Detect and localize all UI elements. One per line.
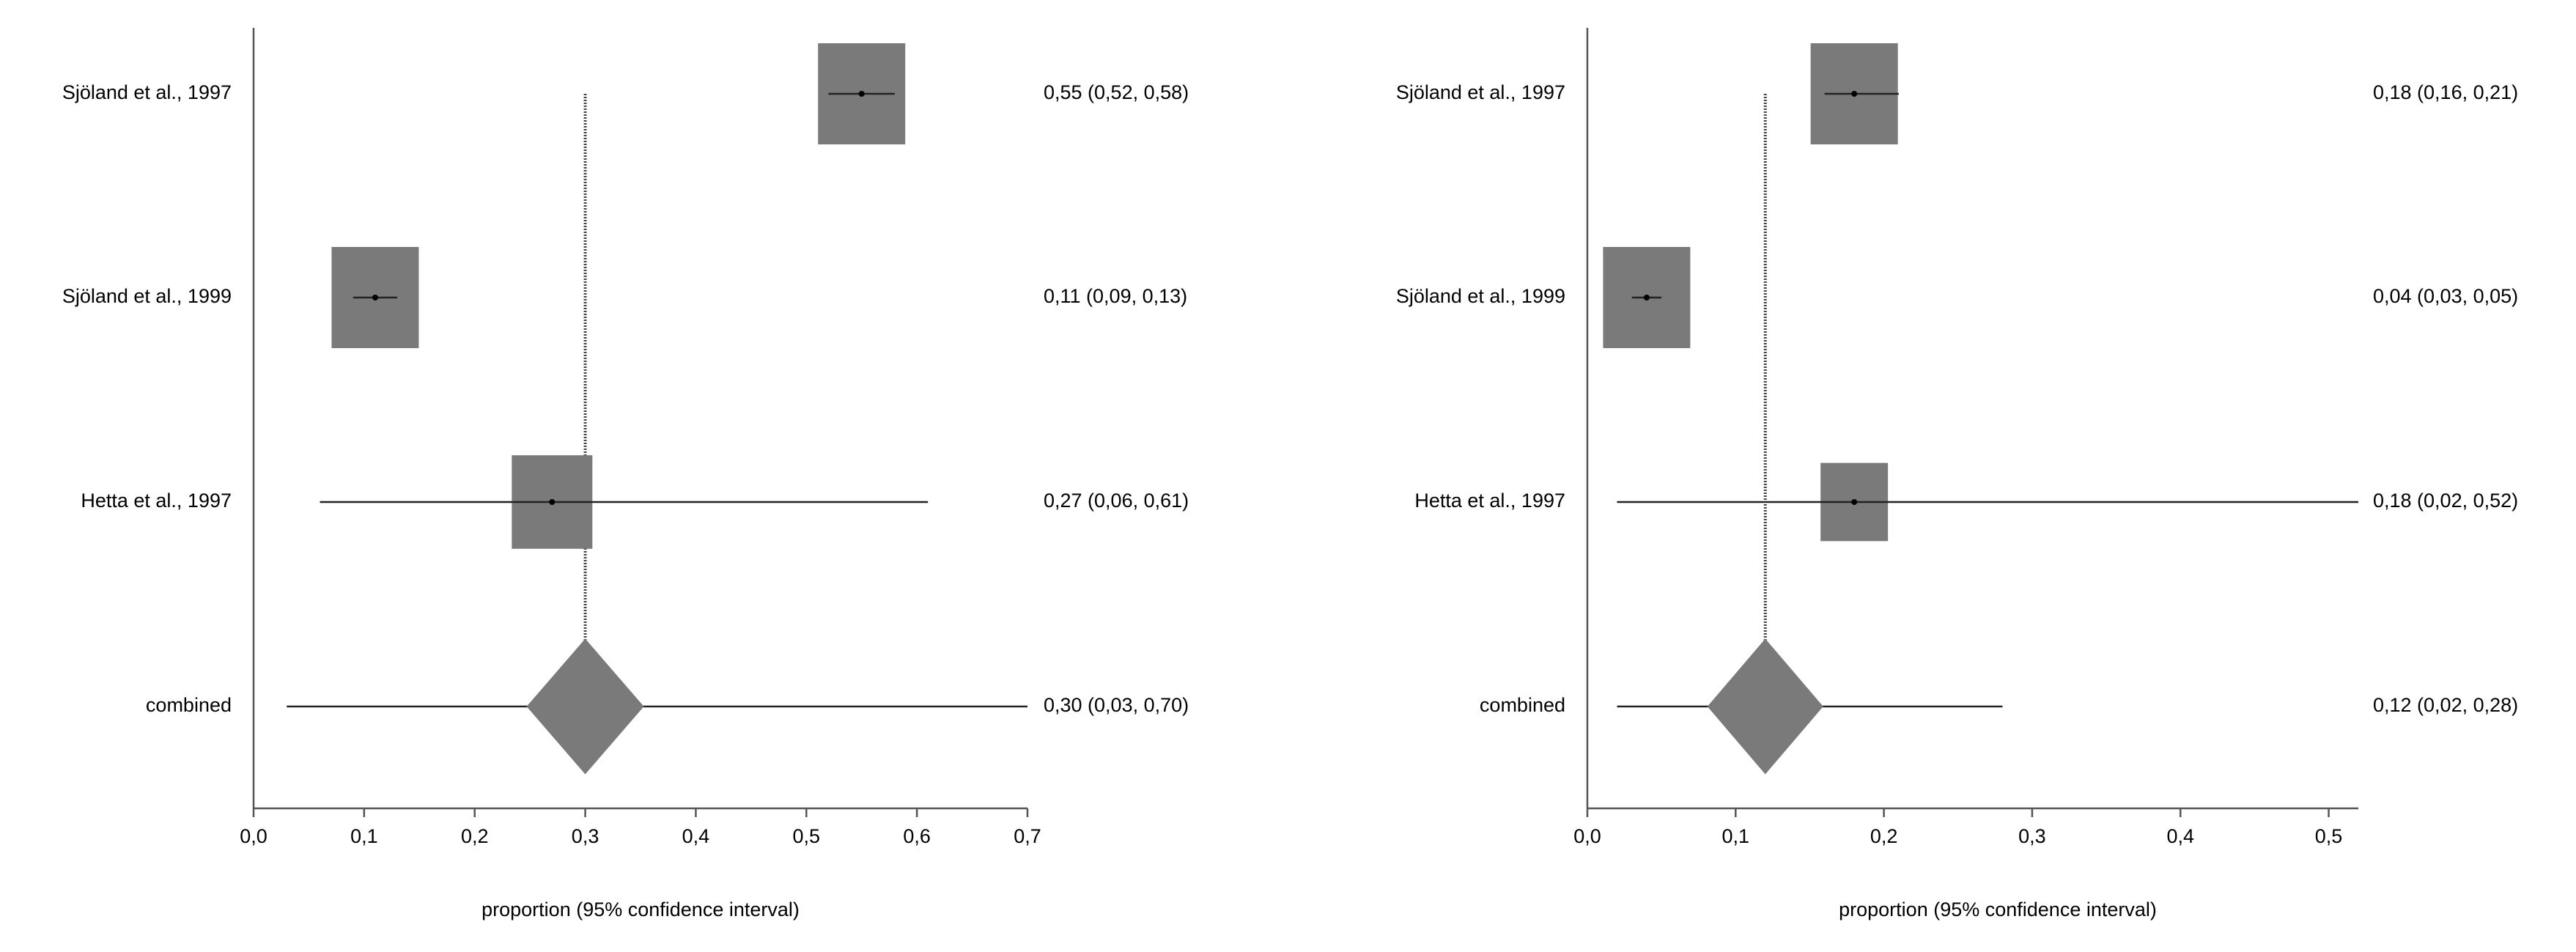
x-axis-title: proportion (95% confidence interval) bbox=[481, 899, 800, 920]
point-estimate bbox=[858, 91, 865, 97]
x-tick-label: 0,3 bbox=[572, 825, 599, 847]
combined-label: combined bbox=[146, 694, 232, 716]
study-label: Sjöland et al., 1997 bbox=[1396, 81, 1565, 103]
study-estimate-text: 0,18 (0,16, 0,21) bbox=[2373, 81, 2518, 103]
study-estimate-text: 0,27 (0,06, 0,61) bbox=[1044, 490, 1189, 512]
x-tick-label: 0,5 bbox=[793, 825, 821, 847]
study-label: Sjöland et al., 1999 bbox=[62, 285, 232, 307]
x-tick-label: 0,2 bbox=[461, 825, 489, 847]
x-tick-label: 0,7 bbox=[1014, 825, 1041, 847]
x-tick-label: 0,1 bbox=[1722, 825, 1750, 847]
combined-estimate-diamond bbox=[1707, 638, 1823, 775]
study-label: Hetta et al., 1997 bbox=[81, 490, 232, 512]
study-label: Sjöland et al., 1997 bbox=[62, 81, 232, 103]
x-tick-label: 0,6 bbox=[903, 825, 931, 847]
forest-plot-1: 0,0 0,1 0,2 0,3 0,4 0,5 0,6 0,7 proportion (95% … bbox=[62, 28, 1189, 920]
forest-plot-2: 0,0 0,1 0,2 0,3 0,4 0,5 proportion (95% confid… bbox=[1396, 28, 2518, 920]
study-label: Hetta et al., 1997 bbox=[1414, 490, 1565, 512]
combined-estimate-text: 0,30 (0,03, 0,70) bbox=[1044, 694, 1189, 716]
point-estimate bbox=[1851, 91, 1858, 97]
study-estimate-text: 0,04 (0,03, 0,05) bbox=[2373, 285, 2518, 307]
x-tick-label: 0,3 bbox=[2018, 825, 2046, 847]
x-tick-label: 0,5 bbox=[2315, 825, 2343, 847]
x-tick-label: 0,0 bbox=[240, 825, 267, 847]
study-label: Sjöland et al., 1999 bbox=[1396, 285, 1565, 307]
point-estimate bbox=[549, 499, 556, 505]
x-tick-label: 0,4 bbox=[682, 825, 710, 847]
study-estimate-text: 0,11 (0,09, 0,13) bbox=[1044, 285, 1187, 307]
x-tick-label: 0,2 bbox=[1870, 825, 1898, 847]
study-estimate-text: 0,55 (0,52, 0,58) bbox=[1044, 81, 1189, 103]
point-estimate bbox=[372, 295, 378, 300]
x-tick-label: 0,4 bbox=[2166, 825, 2194, 847]
combined-estimate-text: 0,12 (0,02, 0,28) bbox=[2373, 694, 2518, 716]
point-estimate bbox=[1643, 295, 1650, 300]
x-axis-title: proportion (95% confidence interval) bbox=[1839, 899, 2157, 920]
study-estimate-text: 0,18 (0,02, 0,52) bbox=[2373, 490, 2518, 512]
combined-label: combined bbox=[1480, 694, 1565, 716]
x-tick-label: 0,1 bbox=[350, 825, 378, 847]
combined-estimate-diamond bbox=[526, 638, 644, 775]
point-estimate bbox=[1851, 499, 1858, 505]
x-tick-label: 0,0 bbox=[1573, 825, 1601, 847]
